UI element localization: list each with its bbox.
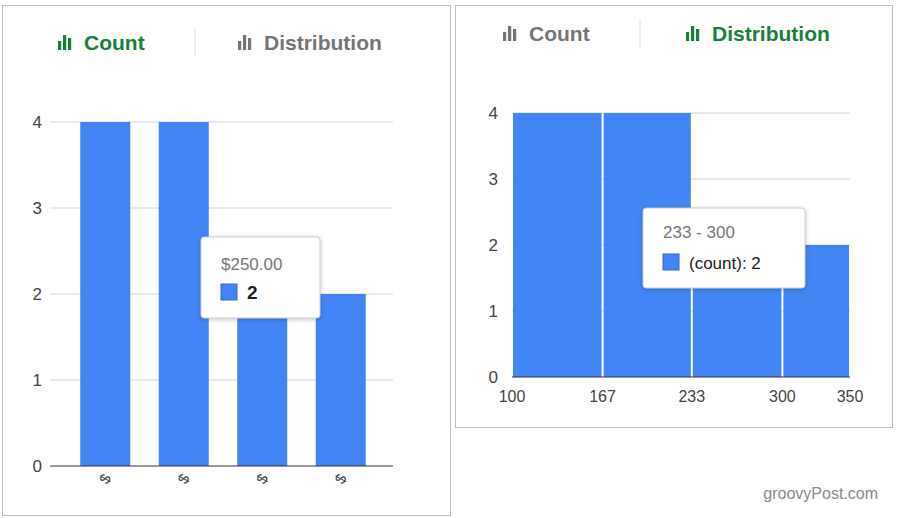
tab-icon bbox=[63, 35, 66, 50]
chart-panel: Count Distribution 0 1 2 3 4 100 167 233 300 350 233… bbox=[456, 6, 893, 428]
x-tick-label: 300 bbox=[769, 388, 796, 405]
y-tick-label: 4 bbox=[33, 113, 42, 132]
y-tick-label: 2 bbox=[33, 285, 42, 304]
tab-icon bbox=[248, 38, 251, 50]
histogram-bar bbox=[513, 113, 602, 377]
tooltip-value: (count): 2 bbox=[689, 254, 761, 273]
tab-icon bbox=[68, 38, 71, 50]
tab-icon bbox=[696, 29, 699, 41]
tooltip-title: 233 - 300 bbox=[663, 223, 735, 242]
tab[interactable]: Count bbox=[503, 22, 590, 45]
tab-icon bbox=[238, 41, 241, 50]
bar bbox=[80, 122, 130, 466]
tab-icon bbox=[503, 32, 506, 41]
tab-icon bbox=[243, 35, 246, 50]
panel-border bbox=[3, 6, 451, 516]
x-tick-label: $ bbox=[95, 470, 114, 486]
y-tick-label: 0 bbox=[33, 457, 42, 476]
panel-border bbox=[456, 6, 893, 428]
y-tick-label: 0 bbox=[489, 368, 498, 387]
tab-icon bbox=[686, 32, 689, 41]
tab-icon bbox=[691, 26, 694, 41]
x-tick-label: $ bbox=[252, 470, 271, 486]
x-tick-label: 167 bbox=[589, 388, 616, 405]
tooltip-value: 2 bbox=[247, 282, 258, 303]
x-tick-label: $ bbox=[174, 470, 193, 486]
tooltip: $250.00 2 bbox=[201, 237, 320, 318]
tab[interactable]: Distribution bbox=[238, 31, 382, 54]
y-tick-label: 3 bbox=[33, 199, 42, 218]
tab-divider bbox=[195, 28, 196, 56]
tooltip-swatch bbox=[663, 254, 679, 270]
chart-panel: Count Distribution 0 1 2 3 4 $ $ $ $ $250.00 2 bbox=[3, 6, 451, 516]
tab-label[interactable]: Count bbox=[529, 22, 590, 45]
tab-icon bbox=[513, 29, 516, 41]
x-axis-line bbox=[512, 376, 850, 377]
tab-label[interactable]: Distribution bbox=[712, 22, 830, 45]
marks bbox=[80, 122, 366, 466]
x-tick-label: 350 bbox=[837, 388, 864, 405]
tooltip-box bbox=[643, 208, 805, 288]
y-tick-label: 2 bbox=[489, 236, 498, 255]
tab[interactable]: Count bbox=[58, 31, 145, 54]
tooltip-title: $250.00 bbox=[221, 255, 282, 274]
y-tick-label: 1 bbox=[33, 371, 42, 390]
bar bbox=[237, 294, 287, 466]
tab-icon bbox=[508, 26, 511, 41]
x-tick-label: 233 bbox=[678, 388, 705, 405]
tab[interactable]: Distribution bbox=[686, 22, 830, 45]
tab-divider bbox=[640, 19, 641, 47]
tooltip-box bbox=[201, 237, 320, 318]
x-tick-label: $ bbox=[331, 470, 350, 486]
watermark: groovyPost.com bbox=[763, 485, 878, 502]
marks bbox=[513, 113, 849, 377]
tab-label[interactable]: Count bbox=[84, 31, 145, 54]
y-tick-label: 4 bbox=[489, 104, 498, 123]
figure: Count Distribution 0 1 2 3 4 $ $ $ $ $250.00 2 Count D… bbox=[0, 0, 900, 518]
x-axis-line bbox=[50, 465, 393, 466]
tab-label[interactable]: Distribution bbox=[264, 31, 382, 54]
tooltip-swatch bbox=[221, 284, 237, 300]
tab-icon bbox=[58, 41, 61, 50]
tooltip: 233 - 300 (count): 2 bbox=[643, 208, 805, 288]
y-tick-label: 3 bbox=[489, 170, 498, 189]
bar bbox=[316, 294, 366, 466]
x-tick-label: 100 bbox=[499, 388, 526, 405]
y-tick-label: 1 bbox=[489, 302, 498, 321]
